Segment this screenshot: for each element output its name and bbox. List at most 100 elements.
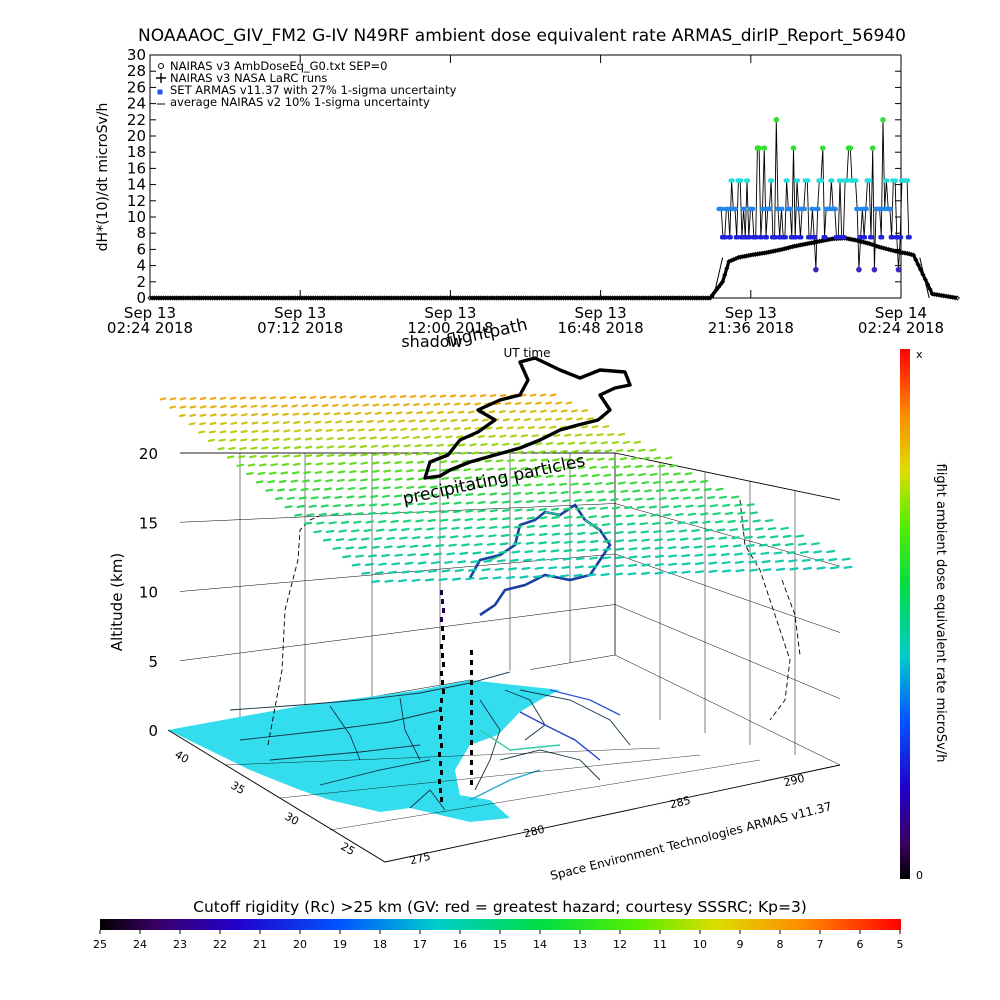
dose-field-dash: [282, 454, 290, 458]
coastline: [239, 709, 441, 741]
legend-marker-armas: [157, 89, 163, 95]
rc-tick-label: 9: [737, 938, 744, 951]
dose-field-dash: [394, 477, 403, 481]
dose-field-dash: [553, 433, 561, 437]
dose-field-dash: [607, 433, 615, 437]
dose-field-dash: [440, 510, 450, 514]
armas-point: [852, 178, 859, 183]
dose-field-dash: [580, 474, 589, 478]
dose-field-dash: [526, 450, 535, 454]
dose-field-dash: [745, 543, 755, 548]
dose-field-dash: [272, 437, 280, 442]
dose-field-dash: [769, 535, 779, 539]
dose-field-dash: [270, 404, 278, 408]
armas-point: [787, 206, 794, 212]
dose-field-dash: [500, 533, 510, 538]
nairas-v3-point: [744, 253, 750, 259]
altitude-tick-label: 15: [139, 514, 158, 532]
legend-label: SET ARMAS v11.37 with 27% 1-sigma uncert…: [170, 83, 457, 97]
dose-field-dash: [374, 571, 384, 575]
dose-field-dash: [511, 550, 521, 554]
dose-field-dash: [576, 531, 586, 536]
dose-field-dash: [559, 574, 570, 578]
dose-field-dash: [417, 502, 426, 506]
dose-field-dash: [371, 478, 380, 482]
dose-field-dash: [385, 411, 393, 415]
nairas-v3-point: [808, 240, 814, 246]
dose-field-dash: [383, 469, 391, 473]
armas-point: [731, 206, 738, 212]
dose-field-dash: [501, 525, 510, 529]
dose-field-dash: [335, 487, 344, 491]
dose-field-dash: [459, 551, 469, 556]
dose-field-dash: [639, 522, 649, 526]
dose-field-dash: [627, 572, 637, 576]
dose-field-dash: [597, 457, 605, 461]
y-tick-label: 16: [127, 159, 146, 177]
dose-field-dash: [501, 492, 510, 496]
dose-field-dash: [296, 504, 305, 509]
climb-sample: [442, 662, 445, 667]
climb-sample: [440, 644, 443, 649]
dose-field-dash: [304, 437, 313, 441]
dose-field-dash: [331, 403, 339, 407]
dose-field-dash: [359, 395, 367, 399]
dose-field-dash: [438, 577, 448, 582]
dose-field-dash: [596, 433, 604, 437]
dose-field-dash: [453, 493, 462, 497]
dose-field-dash: [537, 549, 547, 553]
dose-field-dash: [589, 539, 599, 544]
dose-field-dash: [369, 503, 378, 507]
dose-field-dash: [529, 409, 537, 413]
nairas-v3-point: [766, 249, 772, 255]
climb-sample: [441, 626, 444, 631]
nairas-v3-point: [915, 262, 921, 268]
dose-field-dash: [326, 470, 334, 474]
dose-field-dash: [188, 422, 196, 426]
dose-field-dash: [589, 523, 598, 527]
dose-field-dash: [628, 538, 638, 543]
dose-field-dash: [300, 487, 309, 492]
time-series-panel: dH*(10)/dt microSv/h 0246810121416182022…: [95, 46, 960, 337]
dose-field-dash: [282, 421, 290, 425]
dose-field-dash: [426, 411, 434, 415]
nairas-v3-point: [913, 257, 919, 263]
nairas-v3-point: [720, 279, 726, 285]
dose-field-dash: [378, 519, 387, 524]
dose-field-dash: [349, 395, 357, 399]
dose-field-dash: [384, 579, 394, 583]
dose-field-dash: [599, 506, 609, 510]
rc-tick-label: 7: [817, 938, 824, 951]
dose-field-dash: [326, 437, 334, 441]
dose-field-dash: [603, 473, 612, 477]
dose-field-dash: [489, 500, 498, 504]
rc-tick-label: 25: [93, 938, 107, 951]
rc-tick-label: 20: [293, 938, 307, 951]
dose-field-dash: [349, 461, 357, 465]
colorbar-bottom-label: 0: [916, 869, 923, 882]
dose-field-dash: [724, 511, 734, 516]
climb-sample: [440, 743, 443, 748]
rc-tick-label: 17: [413, 938, 427, 951]
dose-field-dash: [369, 395, 377, 399]
dose-field-dash: [260, 454, 268, 459]
dose-field-dash: [514, 508, 523, 512]
dose-field-dash: [694, 570, 705, 574]
dose-field-dash: [220, 405, 227, 409]
nairas-v3-point: [705, 295, 711, 301]
nairas-v3-point: [711, 290, 717, 296]
dose-field-dash: [760, 551, 770, 556]
dose-field-dash: [461, 543, 470, 547]
dose-colorbar: [900, 349, 910, 879]
rc-tick-label: 13: [573, 938, 587, 951]
dose-field-dash: [282, 412, 289, 416]
dose-field-dash: [383, 461, 391, 465]
dose-field-dash: [179, 397, 187, 401]
dose-field-dash: [670, 496, 679, 500]
dose-field-dash: [653, 456, 662, 460]
nairas-v3-point: [733, 255, 739, 262]
dose-field-dash: [337, 436, 345, 441]
dose-field-dash: [688, 480, 697, 484]
armas-point: [897, 235, 904, 240]
